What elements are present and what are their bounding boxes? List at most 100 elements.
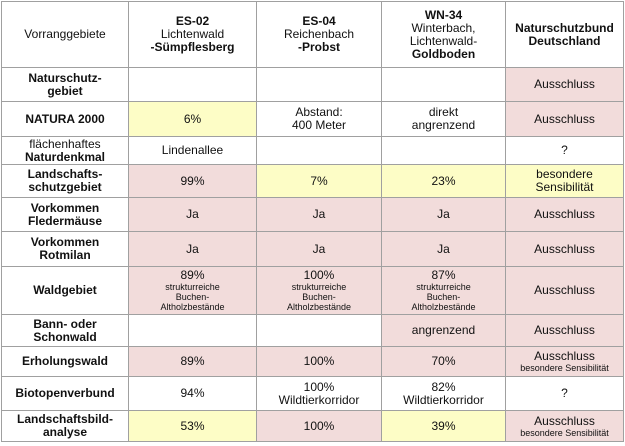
label-text: Vorkommen: [30, 235, 100, 249]
header-text: WN-34: [424, 7, 463, 22]
cell: Ja: [128, 231, 257, 267]
cell: Abstand: 400 Meter: [256, 101, 382, 137]
label-text: Schonwald: [33, 329, 97, 344]
cell-text: Ja: [312, 207, 326, 221]
cell: 6%: [128, 101, 257, 137]
cell-text: besondere: [536, 167, 593, 181]
label-text: Naturschutz-: [28, 70, 102, 85]
cell-text: 400 Meter: [291, 118, 347, 132]
cell: 70%: [381, 346, 506, 377]
cell: Ausschluss besondere Sensibilität: [505, 410, 624, 442]
cell-text: 99%: [180, 173, 205, 188]
header-text: Lichtenwald-: [409, 33, 478, 48]
cell-text: Ja: [312, 241, 326, 256]
cell: 99%: [128, 164, 257, 198]
cell: Ausschluss: [505, 197, 624, 232]
cell-text: Ausschluss: [534, 413, 595, 428]
cell: Ausschluss besondere Sensibilität: [505, 346, 624, 377]
row: Biotopenverbund 94% 100% Wildtierkorridor…: [1, 376, 624, 411]
row-label: Biotopenverbund: [1, 376, 129, 411]
cell-text: 89%: [180, 354, 205, 368]
cell-note: Altholzbestände: [286, 302, 352, 312]
header-text: Deutschland: [528, 33, 601, 48]
cell: ?: [505, 136, 624, 165]
cell: angrenzend: [381, 314, 506, 347]
row-label: Landschaftsbild-analyse: [1, 410, 129, 442]
cell-note: Buchen-: [175, 292, 210, 302]
row: Waldgebiet 89% strukturreiche Buchen- Altho…: [1, 266, 624, 315]
cell-text: Ausschluss: [534, 349, 595, 363]
label-text: Biotopenverbund: [15, 386, 115, 400]
cell: Ja: [128, 197, 257, 232]
row: flächenhaftes Naturdenkmal Lindenallee ?: [1, 136, 624, 165]
cell-text: Ja: [186, 241, 199, 256]
cell: Ausschluss: [505, 231, 624, 267]
label-text: schutzgebiet: [28, 180, 102, 194]
cell: 94%: [128, 376, 257, 411]
cell: 100%: [256, 410, 382, 442]
cell: [256, 314, 382, 347]
cell: Ja: [256, 231, 382, 267]
cell: besondere Sensibilität: [505, 164, 624, 198]
cell-text: 100%: [303, 379, 335, 394]
row: Naturschutz-gebiet Ausschluss: [1, 67, 624, 102]
cell-text: Lindenallee: [161, 143, 224, 157]
header-text: -Sümpflesberg: [150, 40, 235, 54]
label-text: analyse: [42, 425, 88, 439]
cell: 87% strukturreiche Buchen- Altholzbestände: [381, 266, 506, 315]
label-text: Landschaftsbild-: [16, 412, 113, 426]
cell: direkt angrenzend: [381, 101, 506, 137]
cell-note: besondere Sensibilität: [520, 427, 609, 438]
cell-note: Buchen-: [426, 292, 461, 302]
cell-note: Altholzbestände: [411, 302, 476, 312]
cell: 53%: [128, 410, 257, 442]
cell: Lindenallee: [128, 136, 257, 165]
header-cell: ES-04 Reichenbach -Probst: [256, 1, 382, 68]
cell: 82% Wildtierkorridor: [381, 376, 506, 411]
label-text: Rotmilan: [39, 248, 91, 262]
cell-text: 100%: [303, 418, 335, 433]
cell-text: Ja: [437, 241, 450, 256]
header-cell: WN-34 Winterbach, Lichtenwald- Goldboden: [381, 1, 506, 68]
cell: Ausschluss: [505, 266, 624, 315]
cell-text: 82%: [431, 379, 456, 394]
cell-text: Ja: [437, 207, 450, 221]
header-row: Vorranggebiete ES-02 Lichtenwald -Sümpfles…: [1, 1, 624, 68]
row: Bann- oder Schonwald angrenzend Ausschlus…: [1, 314, 624, 347]
row: Landschafts-schutzgebiet 99% 7% 23% beso…: [1, 164, 624, 198]
row-label: Vorkommen Fledermäuse: [1, 197, 129, 232]
label-text: Erholungswald: [21, 354, 108, 368]
cell-text: Ausschluss: [534, 111, 595, 126]
header-text: Vorranggebiete: [24, 27, 106, 41]
row-label: Erholungswald: [1, 346, 129, 377]
cell: 89%: [128, 346, 257, 377]
cell-text: ?: [561, 143, 568, 157]
row: Vorkommen Rotmilan Ja Ja Ja Ausschluss: [1, 231, 624, 267]
cell-text: 100%: [303, 354, 335, 368]
header-text: ES-04: [302, 14, 336, 28]
cell-note: strukturreiche: [165, 282, 220, 292]
header-text: Winterbach,: [411, 20, 476, 35]
label-text: NATURA 2000: [25, 111, 105, 126]
cell: [128, 314, 257, 347]
cell-text: 100%: [303, 268, 335, 282]
label-text: Landschafts-: [27, 167, 103, 181]
row-label: Waldgebiet: [1, 266, 129, 315]
row-label: Vorkommen Rotmilan: [1, 231, 129, 267]
label-text: flächenhaftes: [29, 136, 101, 151]
cell-text: 94%: [180, 386, 205, 400]
cell-text: Ausschluss: [534, 323, 595, 337]
header-text: Naturschutzbund: [515, 20, 614, 35]
cell: [128, 67, 257, 102]
cell-text: Ausschluss: [534, 241, 595, 256]
cell-note: besondere Sensibilität: [520, 363, 609, 373]
label-text: Bann- oder: [33, 316, 97, 331]
cell-text: angrenzend: [411, 323, 476, 337]
cell-text: 6%: [183, 111, 202, 126]
row: Landschaftsbild-analyse 53% 100% 39% Aus…: [1, 410, 624, 442]
cell: 7%: [256, 164, 382, 198]
row-label: NATURA 2000: [1, 101, 129, 137]
cell-text: 39%: [431, 418, 456, 433]
cell-text: Ja: [186, 207, 199, 221]
